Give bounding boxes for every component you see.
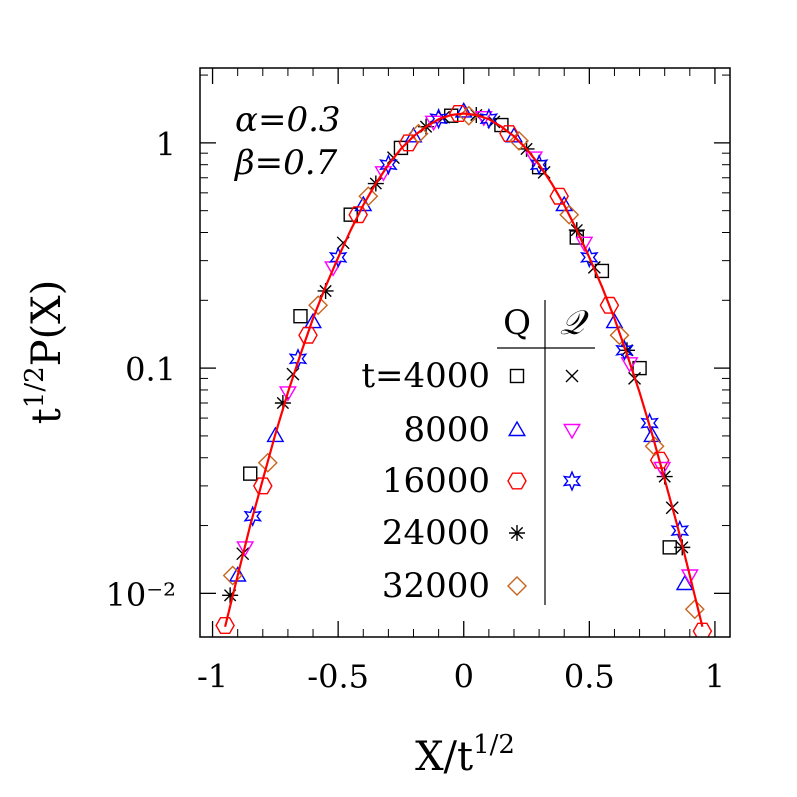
data-point: [343, 207, 358, 222]
y-tick-label: 10⁻²: [106, 576, 176, 614]
annotation: β=0.7: [233, 143, 338, 183]
data-point: [499, 125, 519, 143]
y-label-base: t: [24, 408, 70, 424]
data-point: [408, 123, 429, 144]
data-point: [448, 104, 469, 123]
data-point: [632, 360, 647, 376]
data-point: [252, 477, 273, 495]
x-tick-label: -1: [197, 658, 228, 696]
legend-marker: [562, 423, 582, 440]
y-label-rest: P(X): [24, 280, 70, 367]
legend-column-header: 𝒬: [560, 303, 590, 343]
data-point: [640, 412, 659, 434]
data-point: [243, 505, 263, 527]
data-point: [228, 566, 247, 582]
data-point: [579, 246, 599, 269]
legend-column-header: Q: [503, 303, 531, 343]
data-point: [274, 395, 291, 411]
data-point: [649, 451, 670, 469]
data-point: [317, 282, 334, 299]
y-label-sup: 1/2: [20, 366, 50, 408]
legend-row-label: 8000: [403, 410, 490, 450]
x-axis-label: X/t1/2: [415, 730, 515, 780]
x-label-base: X/t: [415, 734, 473, 780]
x-tick-label: -0.5: [307, 658, 369, 696]
legend-marker: [509, 525, 525, 541]
data-point: [379, 153, 398, 176]
x-tick-label: 0: [454, 658, 474, 696]
data-point: [479, 107, 499, 130]
data-point: [328, 246, 348, 269]
data-point: [680, 569, 699, 585]
data-point: [298, 326, 318, 344]
legend: Q 𝒬t=4000 8000 16000 24000 32000: [361, 300, 595, 606]
data-point: [266, 426, 285, 443]
data-point: [243, 466, 258, 481]
y-tick-label: 0.1: [125, 351, 176, 389]
data-point: [424, 115, 443, 132]
data-point: [509, 130, 529, 151]
data-point: [222, 587, 239, 604]
legend-marker: [507, 420, 527, 437]
legend-marker: [565, 369, 579, 383]
legend-marker: [562, 470, 582, 492]
plot-frame: [199, 67, 731, 638]
data-point: [257, 452, 278, 473]
legend-row-label: t=4000: [361, 356, 490, 396]
plot-area: [215, 102, 713, 637]
data-point: [605, 312, 624, 329]
data-point: [575, 236, 594, 253]
data-point: [619, 342, 636, 359]
data-point: [620, 357, 639, 373]
x-tick-label: 1: [705, 658, 725, 696]
data-point: [662, 540, 677, 555]
data-point: [653, 461, 672, 478]
fit-curve: [224, 112, 704, 628]
y-tick-label: 1: [156, 125, 176, 163]
data-point: [278, 386, 297, 402]
legend-row-label: 32000: [382, 566, 490, 606]
data-point: [288, 348, 308, 370]
x-tick-label: 0.5: [564, 658, 615, 696]
data-point: [429, 107, 448, 130]
legend-row-label: 16000: [382, 461, 490, 501]
data-point: [293, 309, 308, 324]
data-point: [374, 166, 393, 182]
x-label-sup: 1/2: [473, 730, 515, 760]
data-point: [454, 102, 473, 118]
data-point: [398, 134, 419, 152]
data-point: [643, 426, 662, 443]
data-point: [458, 105, 479, 126]
data-point: [684, 599, 705, 620]
annotation: α=0.3: [235, 100, 341, 140]
legend-marker: [507, 472, 527, 490]
data-point: [692, 622, 713, 637]
data-point: [599, 296, 620, 314]
legend-row-label: 24000: [382, 513, 490, 553]
legend-marker: [509, 368, 525, 384]
y-axis-label: t1/2P(X): [20, 280, 70, 425]
data-point: [215, 617, 235, 634]
data-point: [529, 153, 549, 176]
data-point: [615, 339, 634, 362]
legend-marker: [507, 576, 527, 596]
